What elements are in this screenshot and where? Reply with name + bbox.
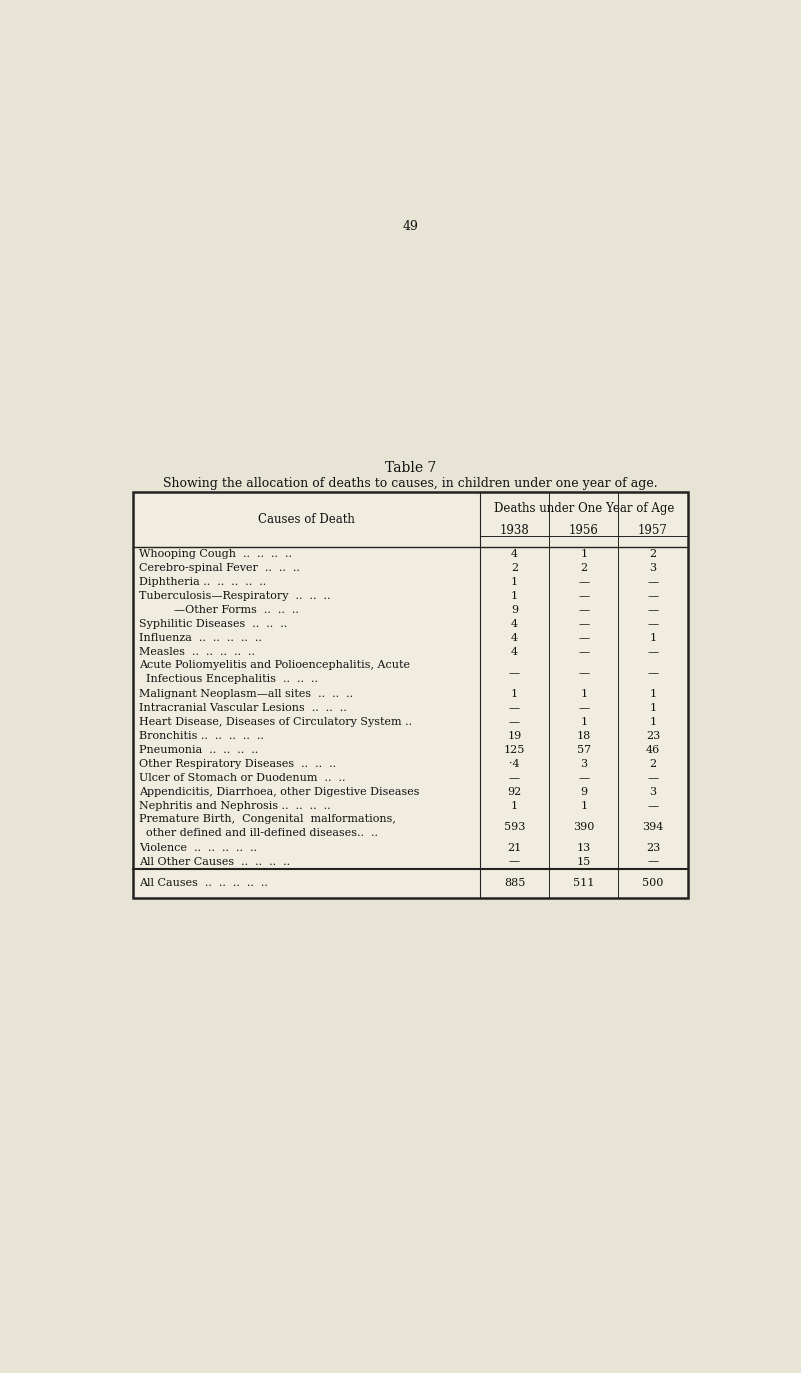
Text: 2: 2 [580,563,587,574]
Text: 500: 500 [642,879,664,888]
Text: —: — [647,605,658,615]
Text: —: — [509,857,520,866]
Text: —: — [509,669,520,678]
Text: —: — [578,605,590,615]
Text: 3: 3 [580,759,587,769]
Text: 15: 15 [577,857,591,866]
Text: 4: 4 [511,647,518,658]
Text: 1: 1 [580,717,587,726]
Text: 4: 4 [511,619,518,629]
Text: 885: 885 [504,879,525,888]
Text: 49: 49 [403,220,418,233]
Text: Ulcer of Stomach or Duodenum  ..  ..: Ulcer of Stomach or Duodenum .. .. [139,773,345,783]
Text: —: — [509,703,520,713]
Text: 1: 1 [511,578,518,588]
Text: 1: 1 [580,800,587,810]
Text: Deaths under One Year of Age: Deaths under One Year of Age [493,503,674,515]
Text: All Other Causes  ..  ..  ..  ..: All Other Causes .. .. .. .. [139,857,290,866]
Text: Influenza  ..  ..  ..  ..  ..: Influenza .. .. .. .. .. [139,633,262,643]
Text: —Other Forms  ..  ..  ..: —Other Forms .. .. .. [139,605,299,615]
Text: Violence  ..  ..  ..  ..  ..: Violence .. .. .. .. .. [139,843,257,853]
Text: Diphtheria ..  ..  ..  ..  ..: Diphtheria .. .. .. .. .. [139,578,266,588]
Text: Malignant Neoplasm—all sites  ..  ..  ..: Malignant Neoplasm—all sites .. .. .. [139,689,353,699]
Text: 1938: 1938 [500,524,529,537]
Text: 1: 1 [650,633,657,643]
Text: 23: 23 [646,730,660,741]
Text: —: — [647,800,658,810]
Text: Causes of Death: Causes of Death [258,514,355,526]
Text: 21: 21 [507,843,521,853]
Text: Acute Poliomyelitis and Polioencephalitis, Acute: Acute Poliomyelitis and Polioencephaliti… [139,660,410,670]
Text: —: — [647,669,658,678]
Text: —: — [647,857,658,866]
Text: All Causes  ..  ..  ..  ..  ..: All Causes .. .. .. .. .. [139,879,268,888]
Text: —: — [578,647,590,658]
Text: —: — [647,578,658,588]
Text: 1: 1 [511,800,518,810]
Text: Showing the allocation of deaths to causes, in children under one year of age.: Showing the allocation of deaths to caus… [163,478,658,490]
Text: Cerebro-spinal Fever  ..  ..  ..: Cerebro-spinal Fever .. .. .. [139,563,300,574]
Text: 9: 9 [511,605,518,615]
Text: —: — [647,592,658,601]
Text: 390: 390 [573,821,594,832]
Text: Tuberculosis—Respiratory  ..  ..  ..: Tuberculosis—Respiratory .. .. .. [139,592,330,601]
Text: other defined and ill-defined diseases..  ..: other defined and ill-defined diseases..… [139,828,378,838]
Text: 23: 23 [646,843,660,853]
Text: 46: 46 [646,746,660,755]
Text: 1: 1 [650,717,657,726]
Text: 1: 1 [580,689,587,699]
Text: —: — [578,703,590,713]
Text: 1: 1 [580,549,587,559]
Text: 511: 511 [573,879,594,888]
Text: 3: 3 [650,787,657,796]
Text: Syphilitic Diseases  ..  ..  ..: Syphilitic Diseases .. .. .. [139,619,287,629]
Text: ·4: ·4 [509,759,520,769]
Text: Appendicitis, Diarrhoea, other Digestive Diseases: Appendicitis, Diarrhoea, other Digestive… [139,787,420,796]
Text: —: — [578,619,590,629]
Text: —: — [647,773,658,783]
Text: —: — [578,669,590,678]
Text: Other Respiratory Diseases  ..  ..  ..: Other Respiratory Diseases .. .. .. [139,759,336,769]
Text: 394: 394 [642,821,664,832]
Text: —: — [509,717,520,726]
Text: 1: 1 [511,689,518,699]
Text: Table 7: Table 7 [384,461,437,475]
Text: —: — [509,773,520,783]
Text: 13: 13 [577,843,591,853]
Text: 4: 4 [511,633,518,643]
Text: Heart Disease, Diseases of Circulatory System ..: Heart Disease, Diseases of Circulatory S… [139,717,412,726]
Text: 18: 18 [577,730,591,741]
Text: 2: 2 [650,549,657,559]
Text: Whooping Cough  ..  ..  ..  ..: Whooping Cough .. .. .. .. [139,549,292,559]
Text: 1: 1 [650,703,657,713]
Text: Premature Birth,  Congenital  malformations,: Premature Birth, Congenital malformation… [139,814,396,824]
Text: 1: 1 [511,592,518,601]
Text: 1956: 1956 [569,524,598,537]
Text: 2: 2 [511,563,518,574]
Text: —: — [578,592,590,601]
Text: Intracranial Vascular Lesions  ..  ..  ..: Intracranial Vascular Lesions .. .. .. [139,703,347,713]
Text: —: — [578,773,590,783]
Text: 9: 9 [580,787,587,796]
Text: 1957: 1957 [638,524,668,537]
Text: 593: 593 [504,821,525,832]
Text: 3: 3 [650,563,657,574]
FancyBboxPatch shape [133,492,687,898]
Text: 57: 57 [577,746,591,755]
Text: 2: 2 [650,759,657,769]
Text: —: — [578,578,590,588]
Text: Bronchitis ..  ..  ..  ..  ..: Bronchitis .. .. .. .. .. [139,730,264,741]
Text: 4: 4 [511,549,518,559]
Text: Measles  ..  ..  ..  ..  ..: Measles .. .. .. .. .. [139,647,255,658]
Text: Pneumonia  ..  ..  ..  ..: Pneumonia .. .. .. .. [139,746,258,755]
Text: Infectious Encephalitis  ..  ..  ..: Infectious Encephalitis .. .. .. [139,674,318,684]
Text: —: — [647,647,658,658]
Text: 1: 1 [650,689,657,699]
Text: 19: 19 [507,730,521,741]
Text: Nephritis and Nephrosis ..  ..  ..  ..: Nephritis and Nephrosis .. .. .. .. [139,800,331,810]
Text: —: — [578,633,590,643]
Text: —: — [647,619,658,629]
Text: 92: 92 [507,787,521,796]
Text: 125: 125 [504,746,525,755]
